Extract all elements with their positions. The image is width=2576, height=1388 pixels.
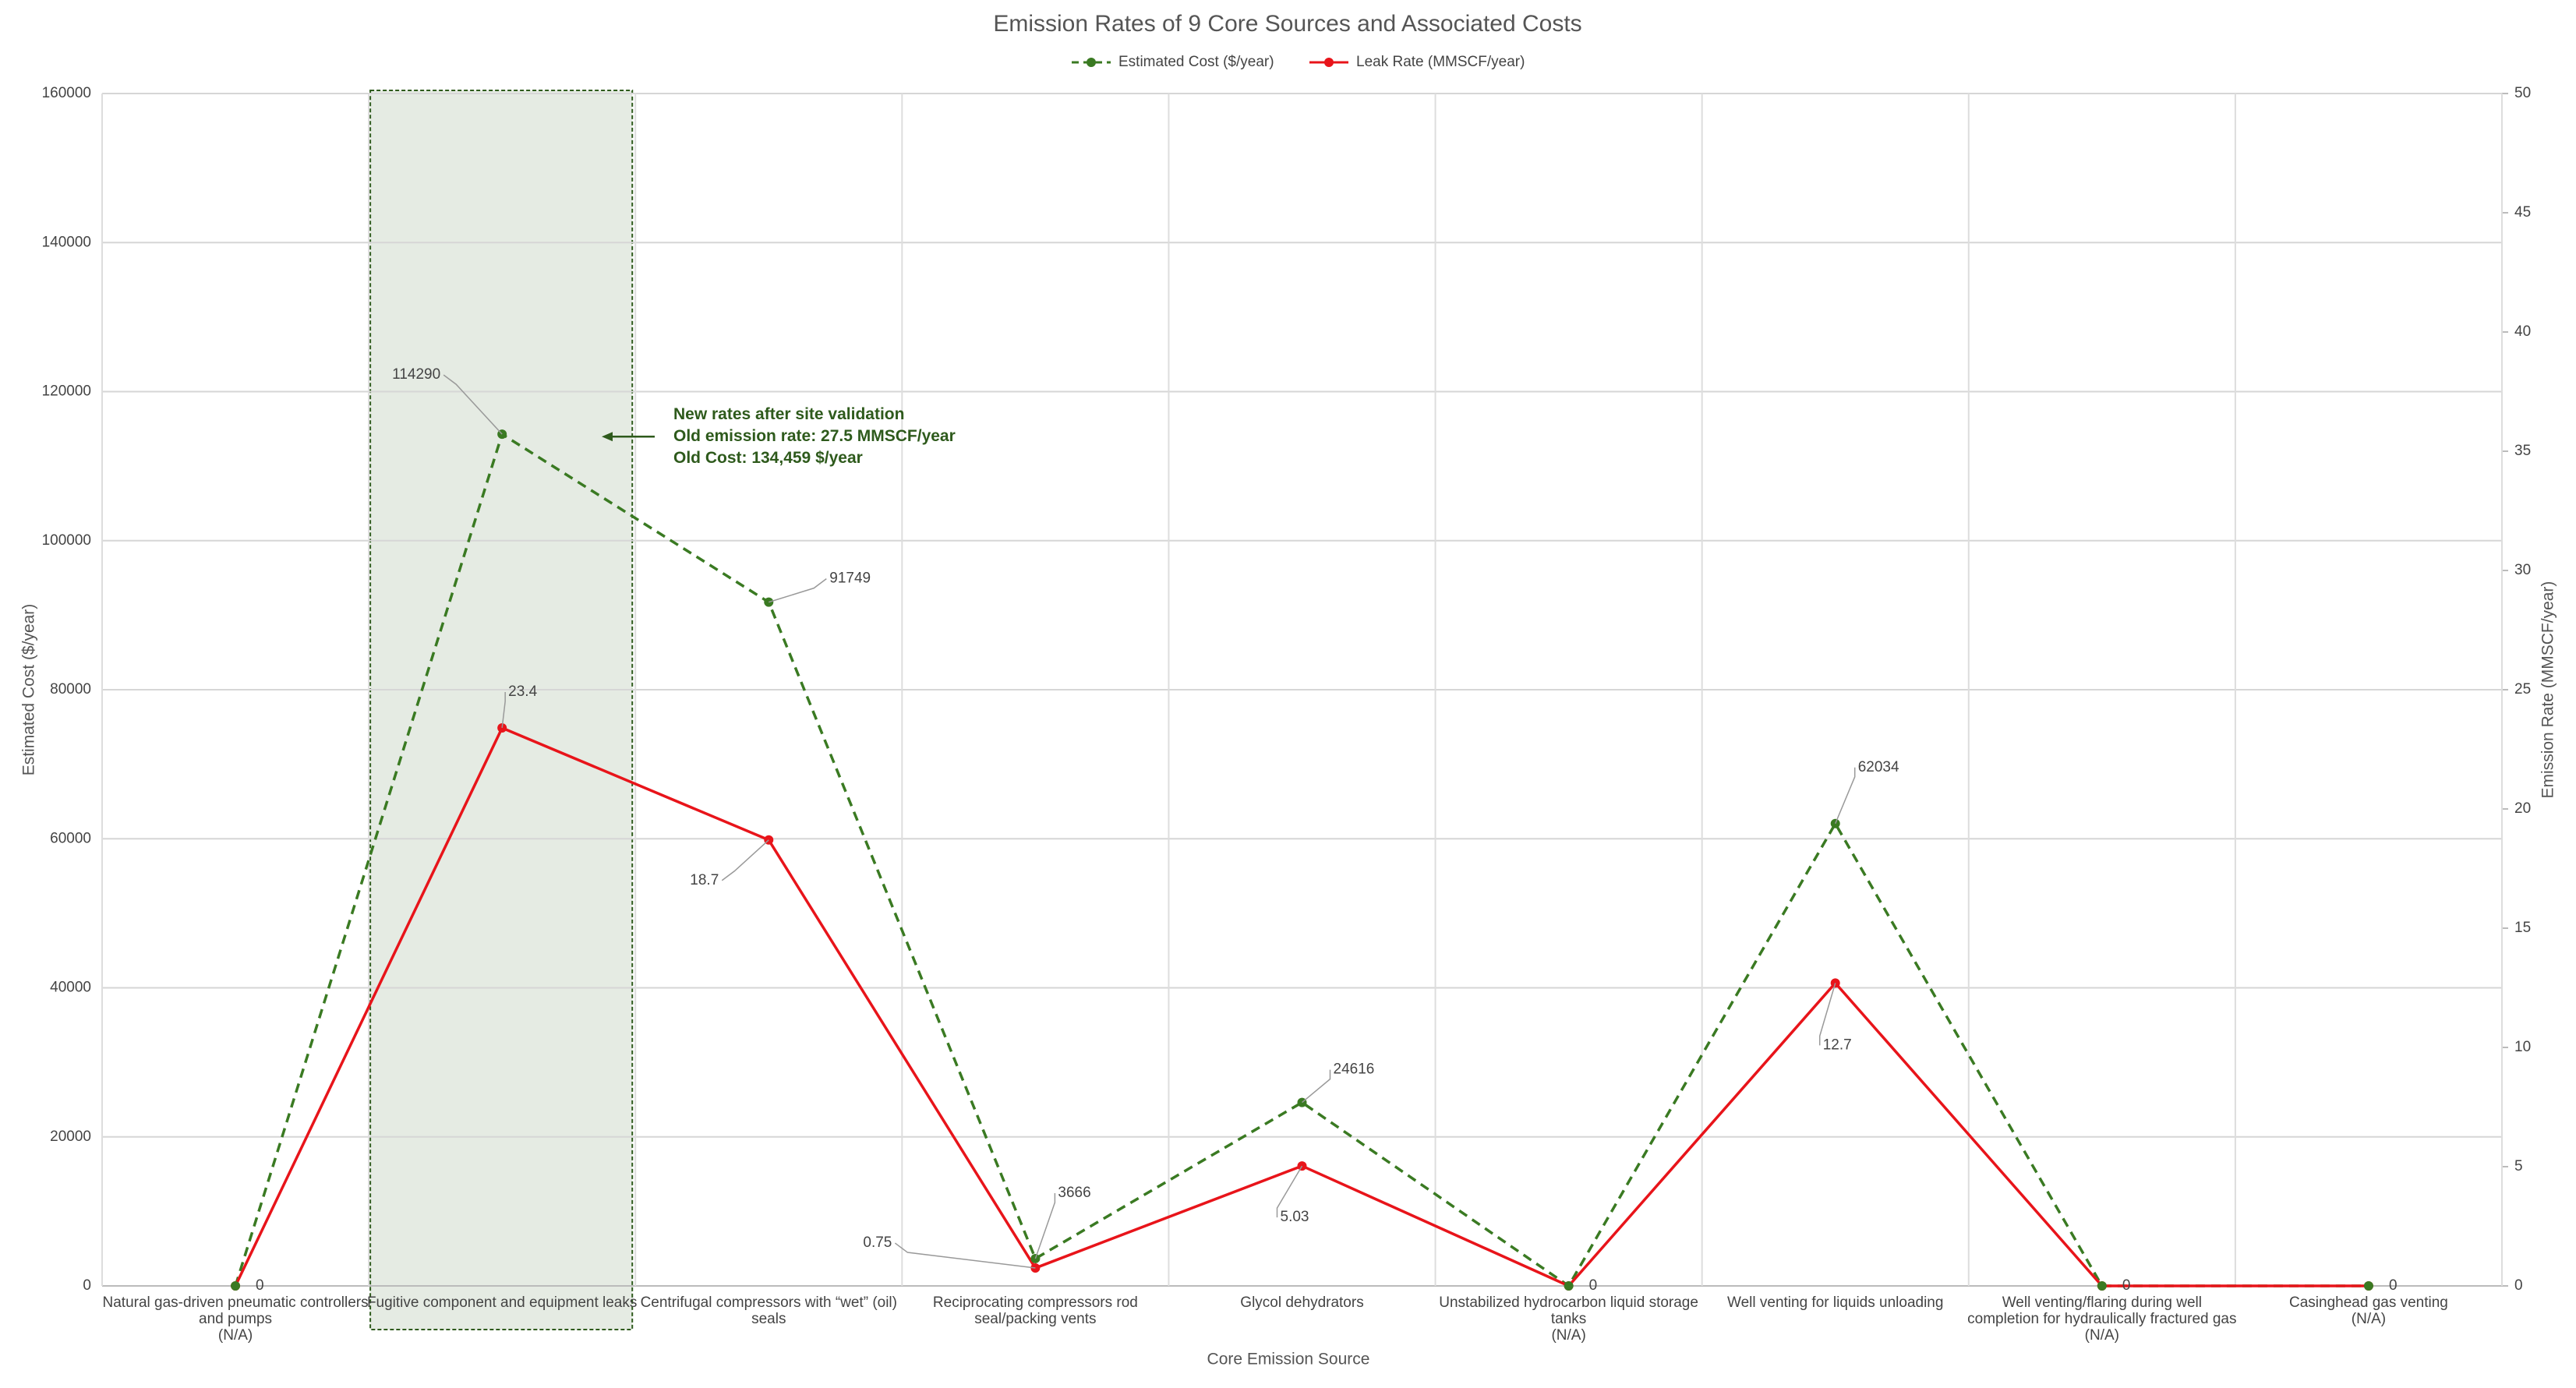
y2-tick-label: 10 — [2514, 1039, 2531, 1055]
data-point — [2363, 1281, 2373, 1291]
annotation-arrowhead — [602, 432, 613, 442]
legend-label: Leak Rate (MMSCF/year) — [1356, 54, 1525, 70]
y2-tick-label: 20 — [2514, 800, 2531, 817]
y-axis-title: Estimated Cost ($/year) — [20, 604, 38, 776]
data-label: 12.7 — [1823, 1037, 1852, 1053]
legend-marker — [1324, 58, 1334, 67]
y-tick-label: 100000 — [42, 532, 91, 549]
data-point — [2097, 1281, 2107, 1291]
y-tick-label: 20000 — [50, 1128, 91, 1145]
highlight-box — [369, 90, 634, 1330]
leader-line — [501, 691, 506, 729]
x-tick-label: Well venting/flaring during well completi… — [1967, 1294, 2236, 1344]
x-tick-label: Reciprocating compressors rod seal/packin… — [933, 1294, 1138, 1327]
x-tick-label: Unstabilized hydrocarbon liquid storage t… — [1439, 1294, 1698, 1344]
legend-marker — [1087, 58, 1096, 67]
y-tick-label: 60000 — [50, 830, 91, 846]
data-label: 91749 — [829, 570, 871, 587]
y2-tick-label: 25 — [2514, 681, 2531, 698]
x-tick-label: Glycol dehydrators — [1240, 1294, 1363, 1311]
y-tick-label: 0 — [83, 1277, 91, 1294]
y-tick-label: 80000 — [50, 681, 91, 698]
data-label: 0 — [2389, 1277, 2398, 1294]
x-tick-label: Casinghead gas venting (N/A) — [2289, 1294, 2448, 1327]
leader-line — [1034, 1192, 1056, 1259]
data-point — [1564, 1281, 1574, 1291]
data-label: 0 — [256, 1277, 264, 1294]
y2-tick-label: 40 — [2514, 323, 2531, 340]
y2-tick-label: 15 — [2514, 920, 2531, 936]
data-label: 24616 — [1334, 1061, 1375, 1078]
legend-label: Estimated Cost ($/year) — [1118, 54, 1274, 70]
leader-line — [894, 1242, 1036, 1269]
y2-tick-label: 35 — [2514, 443, 2531, 459]
y2-tick-label: 30 — [2514, 562, 2531, 578]
data-label: 23.4 — [508, 683, 537, 700]
leader-line — [721, 839, 769, 881]
y2-tick-label: 0 — [2514, 1277, 2523, 1294]
data-point — [231, 1281, 241, 1291]
x-tick-label: Natural gas-driven pneumatic controllers… — [103, 1294, 369, 1344]
annotation: New rates after site validation Old emiss… — [673, 405, 956, 467]
x-tick-label: Centrifugal compressors with “wet” (oil)… — [641, 1294, 897, 1327]
data-label: 0.75 — [863, 1234, 892, 1251]
leader-line — [769, 578, 827, 603]
x-tick-label: Well venting for liquids unloading — [1727, 1294, 1943, 1311]
data-label: 18.7 — [690, 872, 719, 888]
leader-line — [1276, 1165, 1303, 1218]
y-tick-label: 160000 — [42, 85, 91, 101]
y-tick-label: 140000 — [42, 234, 91, 250]
data-label: 114290 — [392, 366, 440, 383]
leader-line — [1302, 1069, 1331, 1104]
y-tick-label: 40000 — [50, 980, 91, 996]
series-line — [234, 432, 2369, 1288]
leader-line — [443, 374, 503, 435]
data-label: 0 — [2122, 1277, 2131, 1294]
x-axis-title: Core Emission Source — [1207, 1351, 1370, 1369]
chart-title: Emission Rates of 9 Core Sources and Ass… — [993, 11, 1581, 37]
data-label: 62034 — [1858, 759, 1899, 775]
y2-tick-label: 5 — [2514, 1158, 2523, 1174]
y2-tick-label: 45 — [2514, 204, 2531, 221]
y2-tick-label: 50 — [2514, 85, 2531, 101]
data-label: 5.03 — [1281, 1209, 1309, 1225]
leader-line — [1835, 767, 1856, 825]
x-tick-label: Fugitive component and equipment leaks — [367, 1294, 637, 1311]
data-label: 3666 — [1058, 1185, 1090, 1201]
y2-axis-title: Emission Rate (MMSCF/year) — [2539, 581, 2557, 799]
y-tick-label: 120000 — [42, 383, 91, 400]
leader-line — [1818, 983, 1836, 1046]
data-label: 0 — [1589, 1277, 1598, 1294]
